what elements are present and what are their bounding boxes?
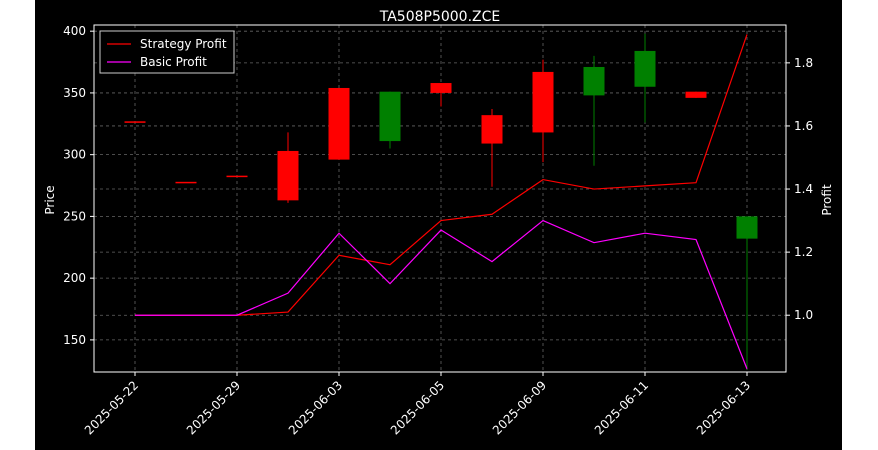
candle-body-0 [124,121,146,123]
left-tick-label-300: 300 [63,148,86,162]
candle-body-7 [481,115,503,144]
right-tick-label-1.8: 1.8 [794,56,813,70]
left-tick-label-400: 400 [63,24,86,38]
candle-body-6 [430,83,452,93]
candle-body-12 [736,216,758,239]
candle-body-5 [379,91,401,142]
right-y-axis: 1.0 1.2 1.4 1.6 1.8 [786,56,813,322]
figure-background [35,0,842,450]
left-tick-label-150: 150 [63,333,86,347]
left-y-axis: 150 200 250 300 350 400 [63,24,94,347]
candle-body-4 [328,87,350,160]
candle-body-2 [226,175,248,178]
left-tick-label-200: 200 [63,271,86,285]
right-tick-label-1.6: 1.6 [794,119,813,133]
left-axis-label: Price [43,185,57,214]
series-line-1 [135,219,748,370]
legend-basic-label: Basic Profit [140,55,207,69]
right-axis-label: Profit [820,184,834,216]
candle-body-9 [583,66,605,96]
legend: Strategy Profit Basic Profit [99,30,235,74]
right-tick-label-1.2: 1.2 [794,245,813,259]
candle-body-11 [685,91,707,98]
candle-body-1 [175,181,197,184]
plot-frame [93,24,787,373]
candle-body-3 [277,150,299,201]
right-tick-label-1: 1.0 [794,308,813,322]
right-tick-label-1.4: 1.4 [794,182,813,196]
profit-lines [135,34,748,370]
candle-body-8 [532,71,554,133]
legend-strategy-label: Strategy Profit [140,37,227,51]
candle-body-10 [634,50,656,87]
left-tick-label-350: 350 [63,86,86,100]
candlesticks [124,33,758,370]
left-tick-label-250: 250 [63,209,86,223]
chart-title: TA508P5000.ZCE [379,9,501,25]
legend-box [99,30,235,74]
